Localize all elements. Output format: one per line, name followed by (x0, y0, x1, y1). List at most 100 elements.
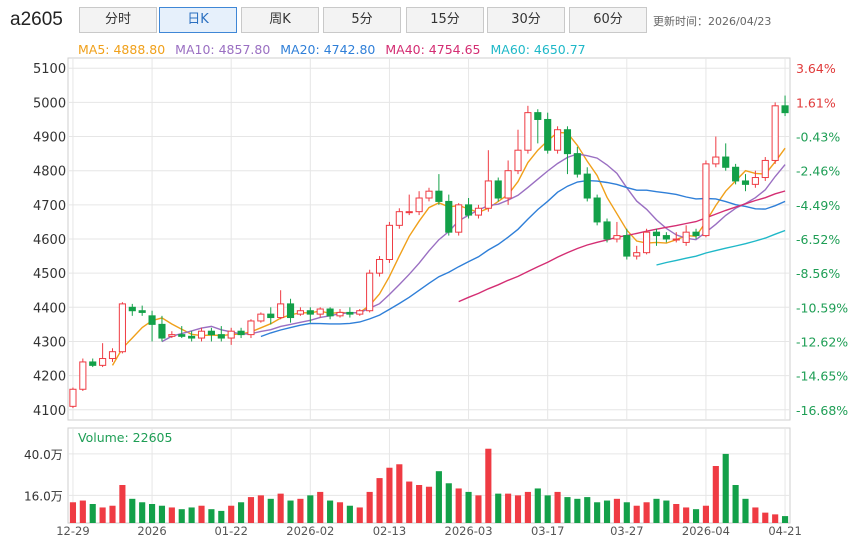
volume-bar (762, 512, 769, 523)
candle-body (118, 303, 126, 353)
volume-bar (544, 495, 551, 523)
tab-weekly-k[interactable]: 周K (241, 7, 319, 33)
volume-bar (129, 498, 136, 523)
candle (326, 307, 334, 320)
tab-60min[interactable]: 60分 (569, 7, 647, 33)
date-tick-label: 12-29 (56, 524, 89, 537)
volume-bar (267, 498, 274, 523)
candle-body (474, 207, 483, 216)
percent-axis: 3.64% 1.61% -0.43% -2.46% -4.49% -6.52% -8.56%… (796, 61, 848, 418)
tab-15min[interactable]: 15分 (406, 7, 484, 33)
candle (286, 298, 295, 323)
candle (741, 174, 750, 192)
price-tick-label: 4100 (33, 404, 66, 419)
update-time-value: 2026/04/23 (708, 15, 772, 28)
volume-bar (346, 505, 353, 523)
candle (573, 146, 581, 178)
candle-body (524, 112, 532, 151)
volume-bar (485, 448, 492, 523)
volume-bar (228, 505, 235, 523)
candle (593, 194, 601, 226)
volume-bar (317, 491, 324, 523)
candle (188, 331, 196, 342)
candle (623, 228, 631, 260)
volume-bar (277, 493, 284, 523)
ma40-line (458, 190, 786, 303)
volume-bar (653, 498, 660, 523)
candle (108, 348, 117, 362)
volume-bar (208, 509, 215, 523)
candle (662, 232, 670, 243)
candle-body (257, 313, 265, 322)
update-time-label: 更新时间： (653, 15, 708, 28)
tab-30min[interactable]: 30分 (487, 7, 565, 33)
volume-bar (683, 507, 690, 523)
volume-bar (742, 498, 749, 523)
candle (613, 221, 621, 243)
candle (563, 126, 572, 175)
volume-bar (416, 485, 423, 523)
volume-bar (99, 507, 106, 523)
candle-body (336, 311, 344, 317)
volume-bar (79, 500, 86, 523)
candle (197, 327, 206, 342)
candle (722, 143, 730, 171)
tab-5min[interactable]: 5分 (323, 7, 401, 33)
candle-body (741, 180, 750, 185)
volume-bar (722, 453, 729, 523)
volume-bar (336, 502, 344, 523)
price-tick-label: 4400 (33, 301, 66, 316)
volume-bar (623, 502, 630, 523)
candle-body (188, 335, 196, 339)
candle-body (296, 310, 304, 315)
symbol-title: a2605 (10, 9, 63, 30)
percent-tick-label: -16.68% (796, 403, 848, 418)
candle-body (237, 330, 245, 336)
volume-tick-label: 16.0万 (24, 489, 63, 503)
candle-body (277, 303, 285, 319)
volume-bar (445, 483, 452, 523)
volume-bar (554, 491, 561, 523)
candlesticks (69, 95, 789, 409)
volume-bar (406, 481, 413, 523)
date-tick-label: 03-27 (610, 524, 643, 537)
volume-bar (257, 495, 264, 523)
candle-body (682, 231, 690, 243)
candle (99, 343, 107, 368)
candle-body (573, 153, 581, 175)
candle (405, 194, 413, 216)
candle (781, 95, 789, 117)
volume-bar (673, 504, 680, 523)
ma5-line (111, 131, 786, 366)
date-tick-label: 02-13 (373, 524, 406, 537)
candle (296, 307, 304, 316)
candle (336, 309, 344, 318)
candle (375, 256, 384, 277)
candle-body (168, 334, 176, 337)
date-tick-label: 2026 (137, 524, 166, 537)
tab-intraday[interactable]: 分时 (79, 7, 157, 33)
candle (732, 163, 740, 185)
ma20-line (260, 179, 786, 338)
candle-body (148, 315, 156, 325)
candle (682, 225, 690, 246)
candle-body (484, 180, 492, 209)
candle (761, 157, 769, 181)
candle-body (494, 180, 502, 199)
volume-bar (584, 497, 591, 523)
tab-daily-k[interactable]: 日K (159, 7, 237, 33)
candle (524, 105, 532, 154)
candle-body (356, 310, 364, 315)
candle-body (247, 320, 255, 336)
candle-body (375, 258, 384, 274)
volume-bar (455, 488, 462, 523)
ma10-line (161, 153, 786, 343)
volume-bar (149, 504, 156, 523)
candle-body (178, 334, 186, 337)
volume-bar (435, 471, 442, 523)
candle-body (326, 308, 334, 317)
volume-bar (158, 505, 166, 523)
candle (751, 170, 759, 188)
candle-body (445, 200, 453, 233)
